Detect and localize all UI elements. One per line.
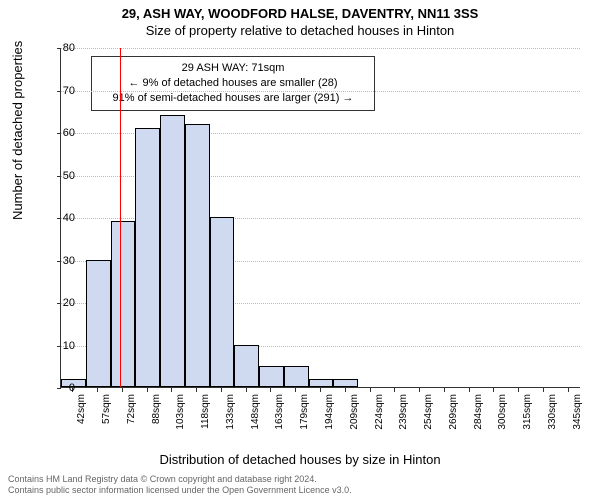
xtick-label: 88sqm <box>151 394 162 424</box>
xtick-mark <box>543 388 544 392</box>
xtick-label: 42sqm <box>76 394 87 424</box>
xtick-label: 315sqm <box>522 394 533 430</box>
ytick-label: 20 <box>45 297 75 309</box>
y-axis-label: Number of detached properties <box>10 41 25 220</box>
footer-line-2: Contains public sector information licen… <box>8 485 352 496</box>
ytick-label: 40 <box>45 212 75 224</box>
xtick-label: 269sqm <box>448 394 459 430</box>
bar <box>210 217 235 387</box>
bar <box>333 379 358 388</box>
callout-line-1: 29 ASH WAY: 71sqm <box>98 61 368 76</box>
xtick-label: 133sqm <box>225 394 236 430</box>
xtick-label: 118sqm <box>200 394 211 429</box>
page-title: 29, ASH WAY, WOODFORD HALSE, DAVENTRY, N… <box>0 0 600 21</box>
bar <box>284 366 309 387</box>
page-subtitle: Size of property relative to detached ho… <box>0 21 600 38</box>
xtick-label: 300sqm <box>497 394 508 430</box>
xtick-label: 330sqm <box>547 394 558 430</box>
xtick-mark <box>469 388 470 392</box>
xtick-label: 163sqm <box>274 394 285 430</box>
xtick-mark <box>518 388 519 392</box>
ytick-label: 70 <box>45 85 75 97</box>
xtick-label: 345sqm <box>572 394 583 430</box>
xtick-mark <box>221 388 222 392</box>
xtick-mark <box>122 388 123 392</box>
ytick-label: 30 <box>45 255 75 267</box>
xtick-label: 179sqm <box>299 394 310 430</box>
bar <box>309 379 334 388</box>
xtick-mark <box>394 388 395 392</box>
xtick-label: 239sqm <box>398 394 409 430</box>
xtick-mark <box>320 388 321 392</box>
ytick-label: 50 <box>45 170 75 182</box>
xtick-mark <box>370 388 371 392</box>
ytick-label: 10 <box>45 340 75 352</box>
xtick-label: 103sqm <box>175 394 186 430</box>
xtick-label: 224sqm <box>374 394 385 430</box>
xtick-mark <box>345 388 346 392</box>
xtick-label: 148sqm <box>250 394 261 430</box>
bar <box>111 221 136 387</box>
callout-line-2: ← 9% of detached houses are smaller (28) <box>98 76 368 91</box>
xtick-label: 194sqm <box>324 394 335 430</box>
xtick-label: 254sqm <box>423 394 434 430</box>
footer-line-1: Contains HM Land Registry data © Crown c… <box>8 474 352 485</box>
xtick-mark <box>246 388 247 392</box>
bar <box>160 115 185 387</box>
xtick-mark <box>196 388 197 392</box>
chart-area: 29 ASH WAY: 71sqm ← 9% of detached house… <box>60 48 580 418</box>
reference-line <box>120 48 121 387</box>
xtick-mark <box>147 388 148 392</box>
footer-attribution: Contains HM Land Registry data © Crown c… <box>8 474 352 496</box>
xtick-label: 284sqm <box>473 394 484 430</box>
bar <box>86 260 111 388</box>
xtick-mark <box>295 388 296 392</box>
bar <box>185 124 210 388</box>
callout-line-3: 91% of semi-detached houses are larger (… <box>98 91 368 106</box>
xtick-label: 209sqm <box>349 394 360 430</box>
gridline <box>61 48 580 49</box>
bar <box>135 128 160 387</box>
xtick-label: 72sqm <box>126 394 137 424</box>
bar <box>259 366 284 387</box>
xtick-mark <box>419 388 420 392</box>
xtick-mark <box>568 388 569 392</box>
xtick-mark <box>97 388 98 392</box>
bar <box>234 345 259 388</box>
x-axis-label: Distribution of detached houses by size … <box>0 452 600 467</box>
callout-box: 29 ASH WAY: 71sqm ← 9% of detached house… <box>91 56 375 111</box>
xtick-mark <box>444 388 445 392</box>
plot-area: 29 ASH WAY: 71sqm ← 9% of detached house… <box>60 48 580 388</box>
xtick-mark <box>270 388 271 392</box>
ytick-label: 60 <box>45 127 75 139</box>
xtick-mark <box>171 388 172 392</box>
ytick-label: 0 <box>45 382 75 394</box>
ytick-label: 80 <box>45 42 75 54</box>
xtick-mark <box>493 388 494 392</box>
xtick-label: 57sqm <box>101 394 112 424</box>
gridline <box>61 91 580 92</box>
